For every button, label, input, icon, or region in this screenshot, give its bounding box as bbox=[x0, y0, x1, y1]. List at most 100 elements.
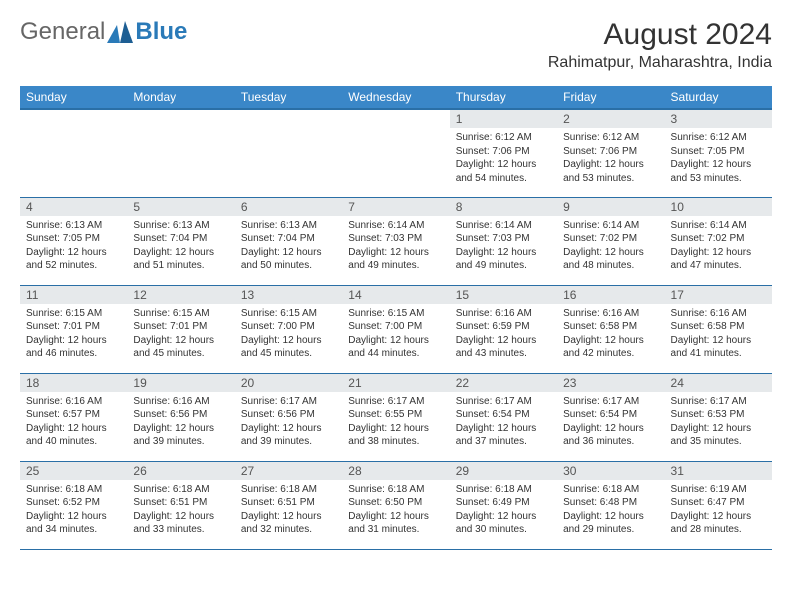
calendar-cell: 14Sunrise: 6:15 AMSunset: 7:00 PMDayligh… bbox=[342, 285, 449, 373]
logo: General Blue bbox=[20, 18, 187, 46]
logo-word2: Blue bbox=[135, 18, 187, 46]
day-details: Sunrise: 6:18 AMSunset: 6:49 PMDaylight:… bbox=[450, 480, 557, 541]
calendar-cell: 31Sunrise: 6:19 AMSunset: 6:47 PMDayligh… bbox=[665, 461, 772, 549]
calendar-cell: 10Sunrise: 6:14 AMSunset: 7:02 PMDayligh… bbox=[665, 197, 772, 285]
day-details: Sunrise: 6:17 AMSunset: 6:56 PMDaylight:… bbox=[235, 392, 342, 453]
location-title: Rahimatpur, Maharashtra, India bbox=[548, 54, 772, 72]
calendar-cell: 19Sunrise: 6:16 AMSunset: 6:56 PMDayligh… bbox=[127, 373, 234, 461]
day-number: 26 bbox=[127, 462, 234, 480]
day-number: 31 bbox=[665, 462, 772, 480]
day-number: 12 bbox=[127, 286, 234, 304]
day-details: Sunrise: 6:16 AMSunset: 6:56 PMDaylight:… bbox=[127, 392, 234, 453]
weekday-header: Saturday bbox=[665, 86, 772, 109]
day-details: Sunrise: 6:16 AMSunset: 6:59 PMDaylight:… bbox=[450, 304, 557, 365]
day-details: Sunrise: 6:15 AMSunset: 7:01 PMDaylight:… bbox=[127, 304, 234, 365]
day-number: 19 bbox=[127, 374, 234, 392]
calendar-row: 18Sunrise: 6:16 AMSunset: 6:57 PMDayligh… bbox=[20, 373, 772, 461]
day-number: 9 bbox=[557, 198, 664, 216]
calendar-cell-empty bbox=[235, 109, 342, 197]
weekday-header: Sunday bbox=[20, 86, 127, 109]
weekday-header: Wednesday bbox=[342, 86, 449, 109]
day-details: Sunrise: 6:17 AMSunset: 6:55 PMDaylight:… bbox=[342, 392, 449, 453]
logo-icon bbox=[107, 21, 133, 43]
day-number: 20 bbox=[235, 374, 342, 392]
weekday-row: SundayMondayTuesdayWednesdayThursdayFrid… bbox=[20, 86, 772, 109]
calendar-cell: 1Sunrise: 6:12 AMSunset: 7:06 PMDaylight… bbox=[450, 109, 557, 197]
day-number: 16 bbox=[557, 286, 664, 304]
calendar-cell: 11Sunrise: 6:15 AMSunset: 7:01 PMDayligh… bbox=[20, 285, 127, 373]
day-number: 15 bbox=[450, 286, 557, 304]
calendar-cell: 21Sunrise: 6:17 AMSunset: 6:55 PMDayligh… bbox=[342, 373, 449, 461]
header: General Blue August 2024 Rahimatpur, Mah… bbox=[20, 18, 772, 72]
calendar-cell: 5Sunrise: 6:13 AMSunset: 7:04 PMDaylight… bbox=[127, 197, 234, 285]
day-details: Sunrise: 6:18 AMSunset: 6:48 PMDaylight:… bbox=[557, 480, 664, 541]
day-number: 13 bbox=[235, 286, 342, 304]
calendar-cell: 13Sunrise: 6:15 AMSunset: 7:00 PMDayligh… bbox=[235, 285, 342, 373]
calendar-cell: 6Sunrise: 6:13 AMSunset: 7:04 PMDaylight… bbox=[235, 197, 342, 285]
day-number: 8 bbox=[450, 198, 557, 216]
day-details: Sunrise: 6:17 AMSunset: 6:54 PMDaylight:… bbox=[450, 392, 557, 453]
calendar-cell: 28Sunrise: 6:18 AMSunset: 6:50 PMDayligh… bbox=[342, 461, 449, 549]
day-number: 5 bbox=[127, 198, 234, 216]
calendar-cell: 8Sunrise: 6:14 AMSunset: 7:03 PMDaylight… bbox=[450, 197, 557, 285]
day-number: 30 bbox=[557, 462, 664, 480]
calendar-row: 25Sunrise: 6:18 AMSunset: 6:52 PMDayligh… bbox=[20, 461, 772, 549]
day-number: 1 bbox=[450, 110, 557, 128]
day-details: Sunrise: 6:13 AMSunset: 7:04 PMDaylight:… bbox=[235, 216, 342, 277]
calendar-cell: 24Sunrise: 6:17 AMSunset: 6:53 PMDayligh… bbox=[665, 373, 772, 461]
day-details: Sunrise: 6:13 AMSunset: 7:04 PMDaylight:… bbox=[127, 216, 234, 277]
weekday-header: Monday bbox=[127, 86, 234, 109]
day-details: Sunrise: 6:12 AMSunset: 7:06 PMDaylight:… bbox=[450, 128, 557, 189]
day-number: 24 bbox=[665, 374, 772, 392]
title-block: August 2024 Rahimatpur, Maharashtra, Ind… bbox=[548, 18, 772, 72]
day-details: Sunrise: 6:15 AMSunset: 7:00 PMDaylight:… bbox=[235, 304, 342, 365]
day-number: 11 bbox=[20, 286, 127, 304]
day-details: Sunrise: 6:16 AMSunset: 6:57 PMDaylight:… bbox=[20, 392, 127, 453]
day-details: Sunrise: 6:12 AMSunset: 7:05 PMDaylight:… bbox=[665, 128, 772, 189]
day-number: 7 bbox=[342, 198, 449, 216]
day-details: Sunrise: 6:14 AMSunset: 7:03 PMDaylight:… bbox=[342, 216, 449, 277]
day-details: Sunrise: 6:18 AMSunset: 6:51 PMDaylight:… bbox=[127, 480, 234, 541]
day-details: Sunrise: 6:18 AMSunset: 6:52 PMDaylight:… bbox=[20, 480, 127, 541]
calendar-body: 1Sunrise: 6:12 AMSunset: 7:06 PMDaylight… bbox=[20, 109, 772, 549]
day-details: Sunrise: 6:15 AMSunset: 7:00 PMDaylight:… bbox=[342, 304, 449, 365]
calendar-table: SundayMondayTuesdayWednesdayThursdayFrid… bbox=[20, 86, 772, 550]
day-details: Sunrise: 6:13 AMSunset: 7:05 PMDaylight:… bbox=[20, 216, 127, 277]
calendar-cell: 15Sunrise: 6:16 AMSunset: 6:59 PMDayligh… bbox=[450, 285, 557, 373]
day-details: Sunrise: 6:16 AMSunset: 6:58 PMDaylight:… bbox=[665, 304, 772, 365]
day-number: 4 bbox=[20, 198, 127, 216]
day-details: Sunrise: 6:18 AMSunset: 6:50 PMDaylight:… bbox=[342, 480, 449, 541]
calendar-cell-empty bbox=[20, 109, 127, 197]
day-number: 28 bbox=[342, 462, 449, 480]
calendar-cell-empty bbox=[127, 109, 234, 197]
day-number: 14 bbox=[342, 286, 449, 304]
day-number: 21 bbox=[342, 374, 449, 392]
calendar-cell: 25Sunrise: 6:18 AMSunset: 6:52 PMDayligh… bbox=[20, 461, 127, 549]
calendar-cell: 20Sunrise: 6:17 AMSunset: 6:56 PMDayligh… bbox=[235, 373, 342, 461]
day-details: Sunrise: 6:17 AMSunset: 6:54 PMDaylight:… bbox=[557, 392, 664, 453]
month-title: August 2024 bbox=[548, 18, 772, 52]
day-details: Sunrise: 6:14 AMSunset: 7:03 PMDaylight:… bbox=[450, 216, 557, 277]
calendar-cell: 9Sunrise: 6:14 AMSunset: 7:02 PMDaylight… bbox=[557, 197, 664, 285]
calendar-cell: 7Sunrise: 6:14 AMSunset: 7:03 PMDaylight… bbox=[342, 197, 449, 285]
weekday-header: Tuesday bbox=[235, 86, 342, 109]
calendar-cell: 18Sunrise: 6:16 AMSunset: 6:57 PMDayligh… bbox=[20, 373, 127, 461]
weekday-header: Thursday bbox=[450, 86, 557, 109]
day-details: Sunrise: 6:16 AMSunset: 6:58 PMDaylight:… bbox=[557, 304, 664, 365]
calendar-cell: 16Sunrise: 6:16 AMSunset: 6:58 PMDayligh… bbox=[557, 285, 664, 373]
calendar-cell-empty bbox=[342, 109, 449, 197]
day-number: 18 bbox=[20, 374, 127, 392]
day-number: 6 bbox=[235, 198, 342, 216]
calendar-cell: 17Sunrise: 6:16 AMSunset: 6:58 PMDayligh… bbox=[665, 285, 772, 373]
day-number: 17 bbox=[665, 286, 772, 304]
day-number: 27 bbox=[235, 462, 342, 480]
calendar-cell: 23Sunrise: 6:17 AMSunset: 6:54 PMDayligh… bbox=[557, 373, 664, 461]
day-number: 2 bbox=[557, 110, 664, 128]
day-details: Sunrise: 6:12 AMSunset: 7:06 PMDaylight:… bbox=[557, 128, 664, 189]
calendar-row: 4Sunrise: 6:13 AMSunset: 7:05 PMDaylight… bbox=[20, 197, 772, 285]
calendar-cell: 2Sunrise: 6:12 AMSunset: 7:06 PMDaylight… bbox=[557, 109, 664, 197]
day-details: Sunrise: 6:15 AMSunset: 7:01 PMDaylight:… bbox=[20, 304, 127, 365]
day-details: Sunrise: 6:14 AMSunset: 7:02 PMDaylight:… bbox=[557, 216, 664, 277]
day-number: 23 bbox=[557, 374, 664, 392]
calendar-cell: 4Sunrise: 6:13 AMSunset: 7:05 PMDaylight… bbox=[20, 197, 127, 285]
